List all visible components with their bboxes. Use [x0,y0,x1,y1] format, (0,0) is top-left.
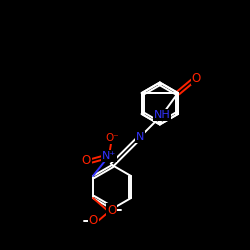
Text: N: N [136,132,144,142]
Text: NH: NH [154,110,170,120]
Text: O: O [107,204,116,216]
Text: O⁻: O⁻ [105,133,119,143]
Text: O: O [192,72,200,85]
Text: O: O [89,214,98,228]
Text: O: O [82,154,91,168]
Text: N⁺: N⁺ [102,151,116,161]
